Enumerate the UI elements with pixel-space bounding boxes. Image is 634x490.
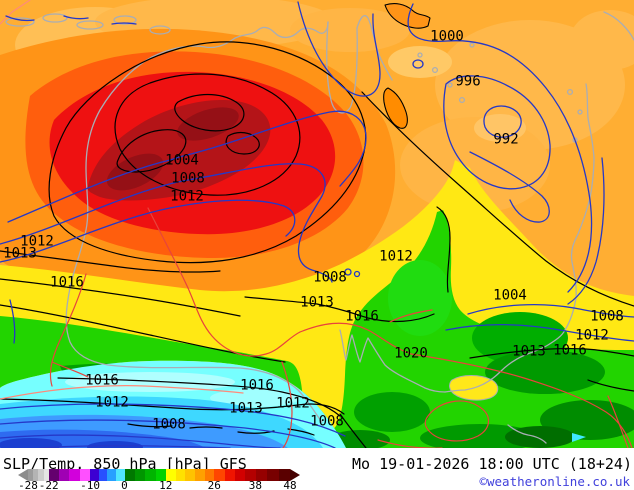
legend-color-segment [255,469,268,481]
legend-color-segment [214,469,225,481]
valid-datetime: Mo 19-01-2026 18:00 UTC (18+24) [352,455,632,473]
island-outline-layer [383,3,431,129]
legend-color-segment [98,469,108,481]
legend-color-segment [48,469,60,481]
weather-map: 1000 996 992 1004 1008 1012 1012 1013 1016 1012 10… [0,0,634,448]
blue-isobar-layer [0,1,634,448]
legend-color-segment [194,469,205,481]
legend-color-segments [28,469,291,481]
legend-color-segment [145,469,156,481]
legend-color-segment [175,469,186,481]
legend-color-segment [79,469,91,481]
legend-color-segment [185,469,195,481]
legend-color-segment [267,469,279,481]
legend-color-segment [33,469,39,481]
legend-color-segment [59,469,70,481]
legend-color-segment [28,469,34,481]
legend-tick-label: 38 [248,479,263,490]
legend-color-segment [90,469,99,481]
red-contour-layer [0,0,633,448]
temperature-legend: -28 -22 -10 0 12 26 38 48 [18,469,318,490]
temperature-legend-bar [18,469,300,481]
legend-tick-label: 0 [121,479,128,490]
legend-color-segment [124,469,135,481]
legend-color-segment [278,469,291,481]
legend-color-segment [204,469,215,481]
info-bar: SLP/Temp. 850 hPa [hPa] GFS Mo 19-01-202… [0,448,634,490]
legend-color-segment [165,469,176,481]
legend-tick-label: -10 [80,479,101,490]
legend-color-segment [38,469,44,481]
legend-tick-label: -28 [18,479,38,490]
legend-tick-label: -22 [38,479,59,490]
legend-color-segment [134,469,146,481]
credit-link[interactable]: ©weatheronline.co.uk [479,474,630,489]
weather-map-graphic [0,0,634,448]
legend-color-segment [245,469,256,481]
legend-color-segment [43,469,49,481]
legend-tick-label: 48 [283,479,297,490]
legend-tick-label: 26 [207,479,221,490]
product-title: SLP/Temp. 850 hPa [hPa] GFS [3,455,247,473]
legend-color-segment [234,469,246,481]
legend-color-segment [69,469,80,481]
legend-color-segment [224,469,235,481]
coastline-layer [5,11,634,444]
legend-tick-label: 12 [159,479,173,490]
legend-color-segment [115,469,125,481]
legend-left-arrow-icon [18,469,28,481]
legend-right-arrow-icon [290,469,300,481]
legend-color-segment [107,469,116,481]
legend-color-segment [155,469,166,481]
